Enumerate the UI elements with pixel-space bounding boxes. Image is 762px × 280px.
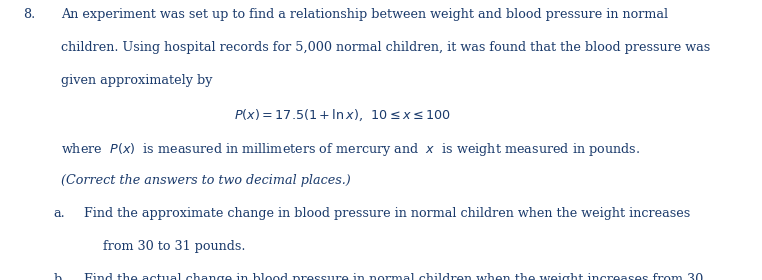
Text: An experiment was set up to find a relationship between weight and blood pressur: An experiment was set up to find a relat… [61, 8, 668, 21]
Text: Find the actual change in blood pressure in normal children when the weight incr: Find the actual change in blood pressure… [84, 273, 703, 280]
Text: 8.: 8. [23, 8, 35, 21]
Text: (Correct the answers to two decimal places.): (Correct the answers to two decimal plac… [61, 174, 351, 186]
Text: where  $P(x)$  is measured in millimeters of mercury and  $x$  is weight measure: where $P(x)$ is measured in millimeters … [61, 141, 640, 158]
Text: $P(x) = 17.5(1 + \ln x)$,  $10 \leq x \leq 100$: $P(x) = 17.5(1 + \ln x)$, $10 \leq x \le… [235, 108, 451, 123]
Text: Find the approximate change in blood pressure in normal children when the weight: Find the approximate change in blood pre… [84, 207, 690, 220]
Text: children. Using hospital records for 5,000 normal children, it was found that th: children. Using hospital records for 5,0… [61, 41, 710, 54]
Text: given approximately by: given approximately by [61, 74, 213, 87]
Text: b.: b. [53, 273, 66, 280]
Text: from 30 to 31 pounds.: from 30 to 31 pounds. [103, 240, 245, 253]
Text: a.: a. [53, 207, 65, 220]
